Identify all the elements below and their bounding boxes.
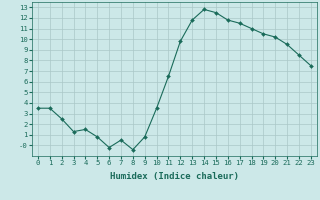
- X-axis label: Humidex (Indice chaleur): Humidex (Indice chaleur): [110, 172, 239, 181]
